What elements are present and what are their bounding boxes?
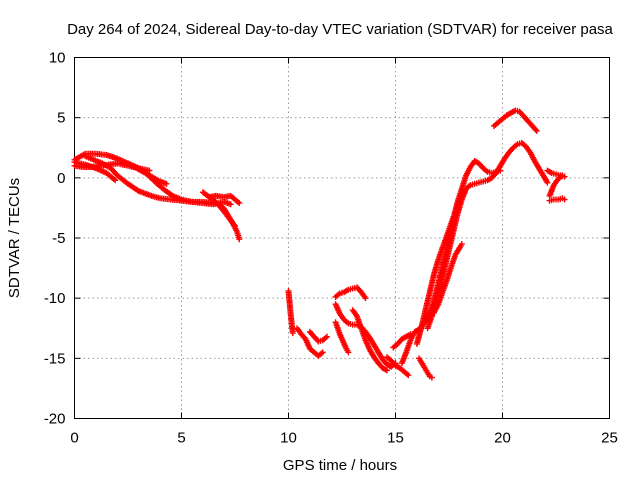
data-point <box>319 349 326 356</box>
data-point <box>163 180 170 187</box>
y-tick-label: -5 <box>52 230 65 247</box>
data-point <box>324 333 331 340</box>
series-track-17 <box>390 331 414 351</box>
data-point <box>559 172 566 179</box>
grid <box>74 57 610 419</box>
series-track-08 <box>199 189 238 229</box>
y-tick-label: 5 <box>57 110 65 127</box>
data-point <box>561 196 568 203</box>
data-point <box>383 367 390 374</box>
data-point <box>289 330 296 337</box>
series-track-21 <box>416 355 435 381</box>
data-point <box>236 236 243 243</box>
x-tick-label: 5 <box>177 430 185 447</box>
series-track-04 <box>71 159 119 184</box>
data-point <box>428 374 435 381</box>
data-point <box>227 201 234 208</box>
y-tick-label: -20 <box>44 411 66 428</box>
y-tick-label: -10 <box>44 290 66 307</box>
series-track-14 <box>332 319 352 356</box>
y-axis-label: SDTVAR / TECUs <box>6 178 23 298</box>
chart-title: Day 264 of 2024, Sidereal Day-to-day VTE… <box>67 21 613 38</box>
series-track-13 <box>332 284 369 302</box>
data-point-fill <box>532 126 539 133</box>
series-track-15 <box>349 307 390 374</box>
series-track-09 <box>285 287 296 337</box>
data-points <box>71 107 568 381</box>
y-tick-label: -15 <box>44 350 66 367</box>
data-point <box>112 177 119 184</box>
series-track-05 <box>125 160 170 187</box>
data-point <box>345 349 352 356</box>
series-track-23 <box>490 107 540 134</box>
series-track-16 <box>383 354 412 379</box>
data-point <box>533 127 540 134</box>
data-point <box>232 222 238 229</box>
x-tick-label: 10 <box>280 430 297 447</box>
x-tick-label: 25 <box>601 430 618 447</box>
axis-ticks: 0 5 10 15 20 25 -20 -15 -10 -5 0 5 10 <box>44 50 618 447</box>
series-track-26 <box>546 195 568 204</box>
series-track-25 <box>546 172 566 199</box>
data-point <box>458 241 465 248</box>
series-track-22 <box>431 241 465 316</box>
data-point <box>236 200 243 207</box>
x-axis-label: GPS time / hours <box>283 457 397 474</box>
data-point <box>544 179 551 186</box>
series-track-10 <box>294 325 326 359</box>
series-track-24 <box>544 167 568 180</box>
series-track-03 <box>82 153 217 207</box>
series-track-20 <box>424 139 551 332</box>
y-tick-label: 0 <box>57 170 65 187</box>
x-tick-label: 0 <box>70 430 78 447</box>
data-point <box>405 372 412 379</box>
series-track-11 <box>306 328 331 345</box>
x-tick-label: 20 <box>494 430 511 447</box>
x-tick-label: 15 <box>387 430 404 447</box>
data-point <box>362 295 369 302</box>
y-tick-label: 10 <box>49 50 66 67</box>
series-track-19 <box>413 189 467 347</box>
